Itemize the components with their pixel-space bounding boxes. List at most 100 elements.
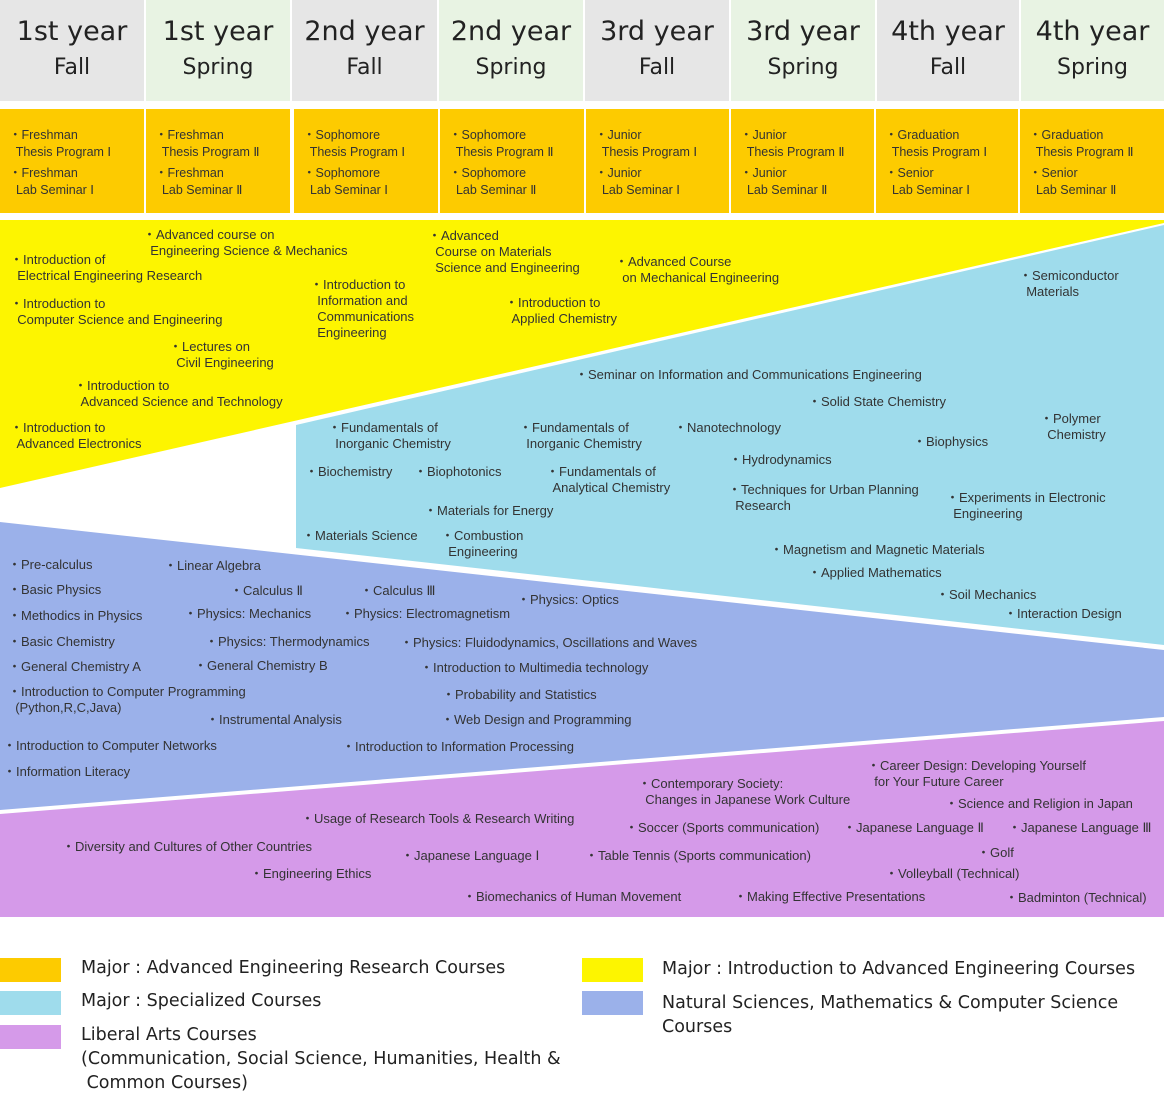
course-label: ・Basic Physics <box>8 582 102 597</box>
legend-swatch <box>0 958 61 982</box>
course-label: ・Methodics in Physics <box>8 608 143 623</box>
semester-term: Fall <box>346 55 383 80</box>
course-label: Lab Seminar Ⅱ <box>449 182 537 197</box>
legend-swatch <box>0 991 61 1015</box>
semester-header: 2nd year Fall <box>292 0 437 101</box>
advanced-research-cell: ・Freshman Thesis Program Ⅱ ・Freshman Lab … <box>146 109 290 213</box>
course-label: ・Freshman <box>155 166 224 180</box>
course-label: ・Physics: Optics <box>517 592 619 607</box>
course-label: ・Sophomore <box>303 166 381 180</box>
course-label: ・Advanced Course on Mechanical Engineeri… <box>615 254 780 285</box>
legend-label: Natural Sciences, Mathematics & Computer… <box>662 993 1119 1037</box>
course-label: ・Senior <box>1029 166 1078 180</box>
course-label: ・Freshman <box>9 166 78 180</box>
course-label: ・Introduction of Electrical Engineering … <box>10 252 203 283</box>
course-label: ・Hydrodynamics <box>729 452 832 467</box>
course-label: Lab Seminar Ⅰ <box>885 182 970 197</box>
course-label: ・Graduation <box>1029 128 1104 142</box>
course-label: ・Web Design and Programming <box>441 712 632 727</box>
course-label: Thesis Program Ⅱ <box>155 144 260 159</box>
advanced-research-cell: ・Sophomore Thesis Program Ⅱ ・Sophomore La… <box>440 109 584 213</box>
semester-year: 3rd year <box>746 16 860 47</box>
course-label: ・Introduction to Computer Science and En… <box>10 296 223 327</box>
legend-label: Major : Specialized Courses <box>81 991 322 1011</box>
semester-year: 3rd year <box>600 16 714 47</box>
course-label: Thesis Program Ⅱ <box>1029 144 1134 159</box>
course-label: ・Junior <box>595 128 642 142</box>
course-label: ・Experiments in Electronic Engineering <box>946 490 1106 521</box>
course-label: Thesis Program Ⅰ <box>9 144 112 159</box>
semester-header: 1st year Fall <box>0 0 144 101</box>
course-label: Thesis Program Ⅰ <box>885 144 988 159</box>
course-label: ・Introduction to Computer Networks <box>3 738 217 753</box>
course-label: ・Diversity and Cultures of Other Countri… <box>62 839 312 854</box>
course-label: Lab Seminar Ⅱ <box>740 182 828 197</box>
advanced-research-cell: ・Graduation Thesis Program Ⅰ ・Senior Lab … <box>876 109 1018 213</box>
semester-term: Fall <box>929 55 967 80</box>
course-label: ・Semiconductor Materials <box>1019 268 1119 299</box>
course-label: ・General Chemistry B <box>194 658 328 673</box>
advanced-research-cell: ・Sophomore Thesis Program Ⅰ ・Sophomore La… <box>294 109 438 213</box>
semester-header: 4th year Fall <box>877 0 1019 101</box>
semester-year: 4th year <box>1035 16 1150 47</box>
semester-term: Spring <box>1057 55 1128 80</box>
course-label: ・Japanese Language Ⅱ <box>843 820 984 835</box>
course-label: ・Materials for Energy <box>424 503 554 518</box>
advanced-research-cell: ・Freshman Thesis Program Ⅰ ・Freshman Lab … <box>0 109 144 213</box>
course-label: ・Linear Algebra <box>164 558 261 573</box>
course-label: ・Introduction to Information Processing <box>342 739 574 754</box>
specialized-band <box>296 225 1164 645</box>
course-label: ・Fundamentals of Analytical Chemistry <box>546 464 671 495</box>
advanced-research-cell: ・Graduation Thesis Program Ⅱ ・Senior Lab … <box>1020 109 1164 213</box>
advanced-research-cell: ・Junior Thesis Program Ⅱ ・Junior Lab Semi… <box>731 109 874 213</box>
course-category-bands <box>0 220 1164 917</box>
semester-term: Spring <box>475 55 547 80</box>
legend-label: Liberal Arts Courses (Communication, Soc… <box>81 1025 561 1093</box>
course-label: ・Physics: Electromagnetism <box>341 606 511 621</box>
semester-header: 3rd year Spring <box>731 0 875 101</box>
course-label: ・Table Tennis (Sports communication) <box>585 848 811 863</box>
course-label: ・Sophomore <box>303 128 381 142</box>
course-label: ・Graduation <box>885 128 960 142</box>
course-label: ・Introduction to Computer Programming (P… <box>8 684 246 715</box>
legend-swatch <box>582 991 643 1015</box>
semester-term: Fall <box>638 55 676 80</box>
course-label: ・Techniques for Urban Planning Research <box>728 482 919 513</box>
course-label: ・Introduction to Advanced Science and Te… <box>74 378 283 409</box>
semester-header: 2nd year Spring <box>439 0 583 101</box>
course-label: ・Junior <box>740 128 787 142</box>
course-label: ・Introduction to Multimedia technology <box>420 660 649 675</box>
course-label: ・Sophomore <box>449 166 527 180</box>
semester-header: 1st year Spring <box>146 0 290 101</box>
course-label: ・Seminar on Information and Communicatio… <box>575 367 922 382</box>
semester-term: Spring <box>767 55 839 80</box>
course-label: ・Biophotonics <box>414 464 502 479</box>
intro-band <box>0 220 1164 488</box>
course-label: Lab Seminar Ⅱ <box>1029 182 1117 197</box>
semester-header: 3rd year Fall <box>585 0 729 101</box>
course-label: ・Physics: Mechanics <box>184 606 312 621</box>
course-label: ・General Chemistry A <box>8 659 141 674</box>
course-label: Thesis Program Ⅱ <box>449 144 554 159</box>
advanced-research-cell: ・Junior Thesis Program Ⅰ ・Junior Lab Semi… <box>586 109 729 213</box>
course-label: ・Career Design: Developing Yourself for … <box>867 758 1086 789</box>
course-label: ・Japanese Language Ⅰ <box>401 848 540 863</box>
course-label: ・Fundamentals of Inorganic Chemistry <box>519 420 642 451</box>
course-label: ・Usage of Research Tools & Research Writ… <box>301 811 575 826</box>
legend-label: Major : Introduction to Advanced Enginee… <box>662 959 1136 979</box>
course-label: Lab Seminar Ⅰ <box>9 182 94 197</box>
course-label: ・Soccer (Sports communication) <box>625 820 820 835</box>
course-label: ・Nanotechnology <box>674 420 781 435</box>
course-label: Lab Seminar Ⅰ <box>595 182 680 197</box>
course-label: ・Physics: Thermodynamics <box>205 634 370 649</box>
legend-label: Major : Advanced Engineering Research Co… <box>81 958 506 978</box>
course-label: ・Applied Mathematics <box>808 565 942 580</box>
course-label: ・Magnetism and Magnetic Materials <box>770 542 985 557</box>
course-label: Thesis Program Ⅰ <box>303 144 406 159</box>
course-label: ・Soil Mechanics <box>936 587 1037 602</box>
course-label: ・Solid State Chemistry <box>808 394 946 409</box>
legend-swatch <box>582 958 643 982</box>
semester-header: 4th year Spring <box>1021 0 1164 101</box>
course-label: ・Contemporary Society: Changes in Japane… <box>638 776 851 807</box>
semester-year: 2nd year <box>450 16 572 47</box>
